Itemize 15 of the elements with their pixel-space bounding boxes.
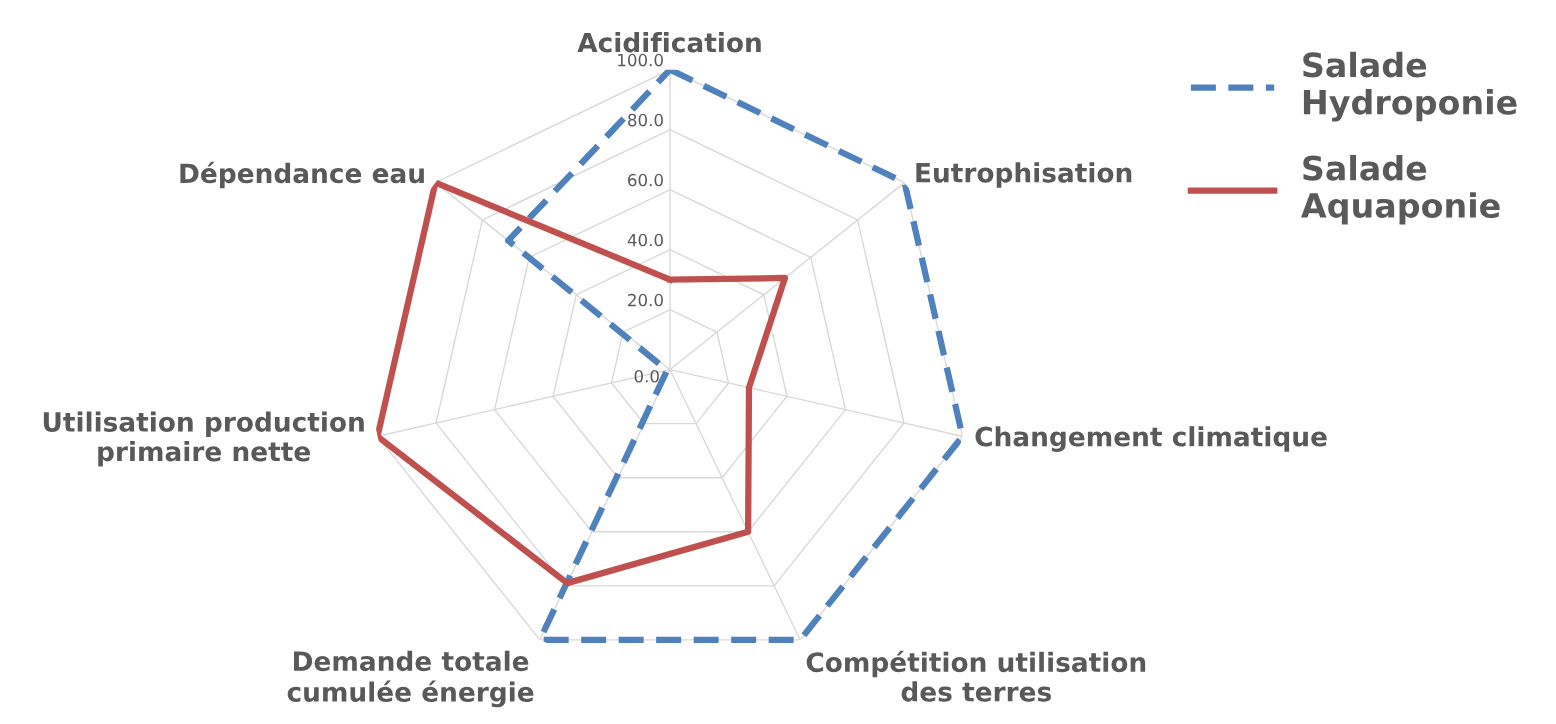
y-tick-label: 0.0 xyxy=(634,369,659,383)
spoke-label: Eutrophisation xyxy=(916,162,1132,188)
legend-label: Salade Hydroponie xyxy=(1303,51,1517,122)
spoke-label: Acidification xyxy=(577,32,761,53)
legend-label: Salade Aquaponie xyxy=(1301,154,1500,225)
spoke-label: Demande totale cumulée énergie xyxy=(287,650,534,708)
y-tick-label: 40.0 xyxy=(627,233,663,247)
y-tick-label: 20.0 xyxy=(628,293,663,307)
y-tick-label: 80.0 xyxy=(628,113,663,127)
spoke-label: Dépendance eau xyxy=(180,161,424,189)
spoke-label: Changement climatique xyxy=(975,426,1327,452)
spoke-label: Utilisation production primaire nette xyxy=(43,411,364,467)
y-tick-label: 100.0 xyxy=(618,53,663,67)
spoke-label: Compétition utilisation des terres xyxy=(806,650,1146,702)
y-tick-label: 60.0 xyxy=(628,173,663,187)
